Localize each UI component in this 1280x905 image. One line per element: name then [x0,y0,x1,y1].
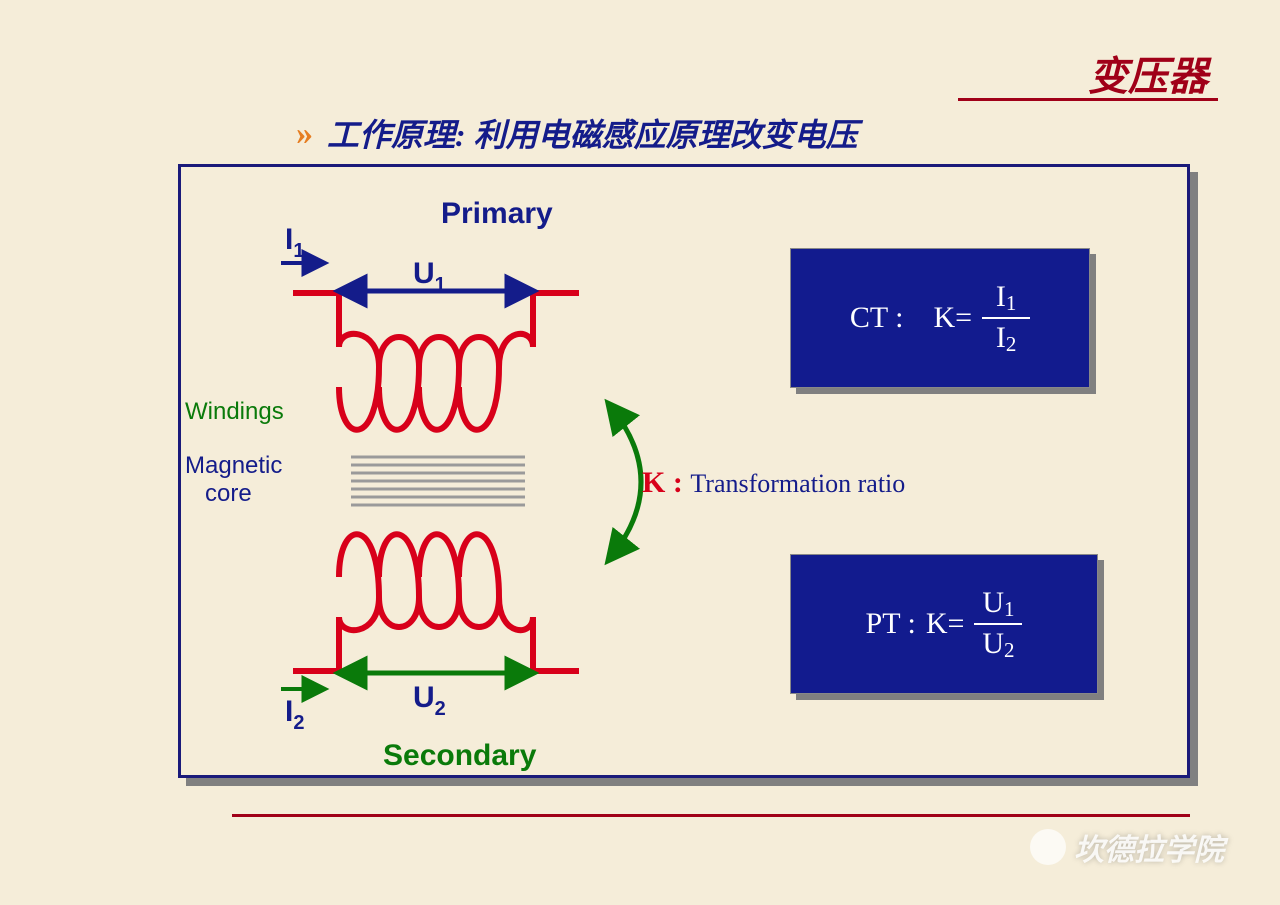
subtitle-text: 利用电磁感应原理改变电压 [474,117,858,153]
label-U2: U2 [413,681,446,720]
ct-eq: K= [934,301,973,335]
header-rule [958,98,1218,101]
pt-eq: K= [926,607,965,641]
primary-coil [339,334,533,430]
label-primary: Primary [441,197,553,230]
slide: 变压器 » 工作原理: 利用电磁感应原理改变电压 Primary I1 [0,0,1280,905]
watermark-icon [1030,829,1066,865]
k-ratio-label: K : Transformation ratio [642,466,905,500]
primary-lead-left [293,293,339,347]
watermark: 坎德拉学院 [1030,825,1224,869]
label-secondary: Secondary [383,739,537,772]
secondary-lead-left [293,617,339,671]
ct-fraction: I1 I2 [982,280,1030,356]
ct-formula-box: CT : K= I1 I2 [790,248,1090,388]
slide-title: 变压器 [1088,44,1208,102]
subtitle: » 工作原理: 利用电磁感应原理改变电压 [296,110,858,156]
magnetic-core [351,457,525,505]
pt-formula-box: PT : K= U1 U2 [790,554,1098,694]
pt-prefix: PT : [866,607,916,641]
flux-arrow [611,407,641,557]
ct-prefix: CT : [850,301,904,335]
watermark-text: 坎德拉学院 [1074,825,1224,869]
bullet-icon: » [296,115,313,152]
k-symbol: K : [642,466,683,499]
footer-rule [232,814,1190,817]
label-I1: I1 [281,223,321,263]
primary-lead-right [533,293,579,347]
svg-text:I1: I1 [285,223,304,262]
secondary-lead-right [533,617,579,671]
svg-text:I2: I2 [285,695,304,734]
label-I2: I2 [281,689,321,734]
label-windings: Windings [185,398,284,425]
pt-fraction: U1 U2 [974,586,1022,662]
secondary-coil [339,534,533,630]
k-text: Transformation ratio [690,469,905,498]
subtitle-label: 工作原理: [327,117,466,153]
label-magnetic-core-1: Magnetic [185,452,282,479]
label-magnetic-core-2: core [205,480,252,507]
